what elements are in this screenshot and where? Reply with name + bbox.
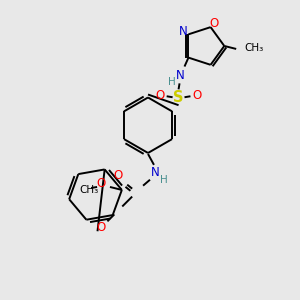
Text: S: S: [173, 90, 184, 105]
Text: O: O: [96, 176, 106, 190]
Text: O: O: [114, 169, 123, 182]
Text: H: H: [160, 175, 168, 185]
Text: O: O: [97, 221, 106, 234]
Text: N: N: [179, 25, 188, 38]
Text: H: H: [168, 77, 176, 87]
Text: N: N: [151, 166, 159, 179]
Text: O: O: [193, 89, 202, 102]
Text: O: O: [155, 89, 164, 102]
Text: N: N: [176, 69, 185, 82]
Text: O: O: [209, 17, 218, 30]
Text: CH₃: CH₃: [244, 43, 263, 53]
Text: CH₃: CH₃: [79, 185, 98, 195]
